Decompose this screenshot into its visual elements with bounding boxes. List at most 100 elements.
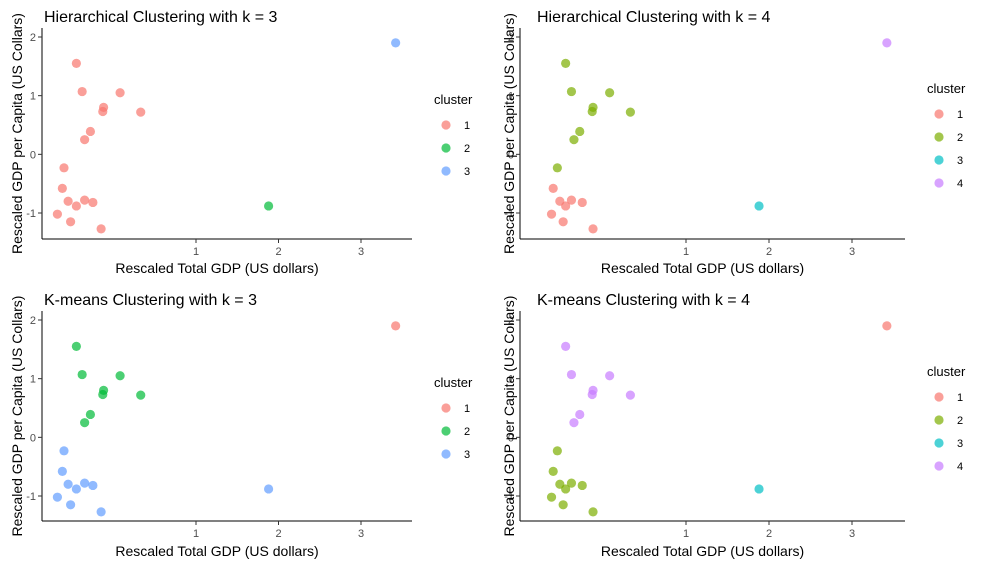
data-point [115,371,125,381]
y-tick-label: 0 [508,149,514,161]
data-point [558,217,568,227]
x-tick-label: 1 [683,246,689,258]
data-point [80,418,90,428]
legend-label: 2 [464,426,470,438]
legend-label: 3 [957,155,963,167]
data-point [136,390,146,400]
legend-label: 3 [957,438,963,450]
data-point [548,183,558,193]
x-tick-label: 2 [766,528,772,540]
data-point [561,201,571,211]
data-point [882,321,892,331]
legend-label: 4 [957,178,963,190]
data-point [552,446,562,456]
data-point [77,369,87,380]
legend-key-marker [441,143,451,153]
legend-key-marker [441,403,451,413]
y-tick-label: 2 [508,32,514,44]
data-point [558,500,568,510]
y-tick-label: -1 [26,491,36,503]
legend-label: 3 [464,449,470,461]
data-point [264,201,274,211]
y-tick-label: 0 [508,432,514,444]
y-tick-label: 2 [30,32,36,44]
data-point [59,446,69,456]
data-point [546,209,557,219]
data-point [136,107,146,117]
chart-title: K-means Clustering with k = 3 [44,292,257,309]
data-point [80,135,90,145]
x-tick-label: 3 [849,528,855,540]
data-point [754,201,764,211]
y-axis-label: Rescaled GDP per Capita (US Collars) [501,296,517,537]
legend-key-marker [441,166,451,176]
legend-key-marker [934,392,944,402]
data-point [588,224,598,234]
legend-key-marker [934,461,944,471]
legend-key-marker [934,155,944,165]
x-tick-label: 3 [358,246,364,258]
legend-key-marker [441,449,451,459]
legend-title: cluster [927,364,966,379]
x-tick-label: 3 [849,246,855,258]
y-axis-label: Rescaled GDP per Capita (US Collars) [501,13,517,254]
data-point [577,480,587,491]
data-point [88,480,98,491]
data-point [96,507,106,517]
data-point [575,409,585,420]
data-point [625,107,635,117]
chart-title: Hierarchical Clustering with k = 4 [537,9,771,26]
legend-key-marker [934,415,944,425]
legend-label: 2 [957,415,963,427]
y-tick-label: -1 [504,491,514,503]
legend-title: cluster [434,92,473,107]
data-point [569,135,579,145]
data-point [52,492,63,502]
data-point [548,466,558,476]
data-point [605,88,615,98]
data-point [71,58,81,68]
data-point [80,478,90,488]
legend: cluster 1 2 3 4 [927,364,966,473]
data-point [569,418,579,428]
legend-label: 1 [957,392,963,404]
data-point [754,484,764,494]
legend-key-marker [934,438,944,448]
legend-label: 2 [957,132,963,144]
legend-label: 2 [464,143,470,155]
legend-label: 4 [957,461,963,473]
data-point [605,371,615,381]
legend-key-marker [441,426,451,436]
x-tick-label: 2 [766,246,772,258]
x-tick-label: 1 [683,528,689,540]
chart-title: K-means Clustering with k = 4 [537,292,750,309]
data-point [561,58,571,68]
legend-key-marker [934,109,944,119]
data-point [552,163,562,173]
y-tick-label: 1 [30,91,36,103]
chart-title: Hierarchical Clustering with k = 3 [44,9,278,26]
data-point [391,38,401,48]
y-tick-label: 0 [30,149,36,161]
data-point [546,492,557,502]
data-point [71,201,81,211]
data-point [625,390,635,400]
y-tick-label: 0 [30,432,36,444]
data-point [561,341,571,351]
data-point [588,507,598,517]
data-point [98,389,108,400]
data-point [85,409,95,420]
legend-label: 1 [464,120,470,132]
y-tick-label: 2 [508,315,514,327]
legend-title: cluster [434,375,473,390]
legend-key-marker [934,178,944,188]
legend: cluster 1 2 3 [434,92,473,178]
panel-1: Hierarchical Clustering with k = 3 -1 0 1 2 1… [9,9,473,276]
data-point [52,209,63,219]
x-axis-label: Rescaled Total GDP (US dollars) [115,260,318,276]
y-tick-label: 1 [508,91,514,103]
data-point [566,86,577,97]
data-point [71,341,81,351]
data-point [66,500,76,510]
